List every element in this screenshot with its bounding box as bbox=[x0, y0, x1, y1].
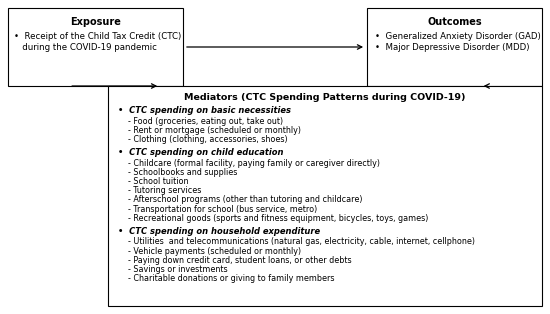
Bar bbox=[367, 8, 542, 86]
Text: - Afterschool programs (other than tutoring and childcare): - Afterschool programs (other than tutor… bbox=[128, 195, 362, 204]
Text: •  CTC spending on basic necessities: • CTC spending on basic necessities bbox=[118, 106, 291, 115]
Text: •  CTC spending on child education: • CTC spending on child education bbox=[118, 148, 283, 157]
Bar bbox=[108, 86, 542, 306]
Text: - Utilities  and telecommunications (natural gas, electricity, cable, internet, : - Utilities and telecommunications (natu… bbox=[128, 237, 475, 246]
Text: Outcomes: Outcomes bbox=[427, 17, 482, 27]
Text: - Paying down credit card, student loans, or other debts: - Paying down credit card, student loans… bbox=[128, 256, 351, 265]
Text: - Recreational goods (sports and fitness equipment, bicycles, toys, games): - Recreational goods (sports and fitness… bbox=[128, 214, 428, 223]
Text: •  Receipt of the Child Tax Credit (CTC): • Receipt of the Child Tax Credit (CTC) bbox=[14, 32, 182, 41]
Text: - Rent or mortgage (scheduled or monthly): - Rent or mortgage (scheduled or monthly… bbox=[128, 126, 301, 135]
Text: - Childcare (formal facility, paying family or caregiver directly): - Childcare (formal facility, paying fam… bbox=[128, 159, 380, 168]
Bar bbox=[8, 8, 183, 86]
Text: - Clothing (clothing, accessories, shoes): - Clothing (clothing, accessories, shoes… bbox=[128, 135, 288, 144]
Text: during the COVID-19 pandemic: during the COVID-19 pandemic bbox=[14, 43, 157, 52]
Text: - Charitable donations or giving to family members: - Charitable donations or giving to fami… bbox=[128, 274, 334, 283]
Text: - Food (groceries, eating out, take out): - Food (groceries, eating out, take out) bbox=[128, 116, 283, 126]
Text: - Transportation for school (bus service, metro): - Transportation for school (bus service… bbox=[128, 205, 317, 214]
Text: - Tutoring services: - Tutoring services bbox=[128, 186, 201, 195]
Text: •  CTC spending on household expenditure: • CTC spending on household expenditure bbox=[118, 227, 320, 236]
Text: - Vehicle payments (scheduled or monthly): - Vehicle payments (scheduled or monthly… bbox=[128, 247, 301, 256]
Text: •  Generalized Anxiety Disorder (GAD): • Generalized Anxiety Disorder (GAD) bbox=[375, 32, 541, 41]
Text: - School tuition: - School tuition bbox=[128, 177, 189, 186]
Text: - Schoolbooks and supplies: - Schoolbooks and supplies bbox=[128, 168, 238, 177]
Text: - Savings or investments: - Savings or investments bbox=[128, 265, 228, 274]
Text: Mediators (CTC Spending Patterns during COVID-19): Mediators (CTC Spending Patterns during … bbox=[184, 93, 466, 102]
Text: •  Major Depressive Disorder (MDD): • Major Depressive Disorder (MDD) bbox=[375, 43, 530, 52]
Text: Exposure: Exposure bbox=[70, 17, 121, 27]
